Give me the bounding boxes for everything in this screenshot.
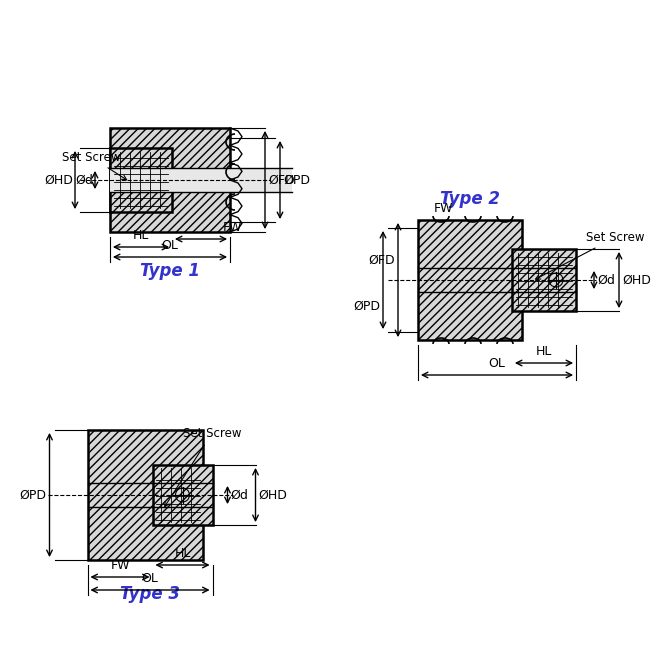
Text: FW: FW [434,202,454,215]
Bar [110,168,292,192]
Bar [512,249,576,311]
Text: ØHD: ØHD [622,273,651,287]
Text: FW: FW [222,221,242,234]
Text: ØHD: ØHD [259,488,287,502]
Bar [88,430,202,560]
Bar [110,128,230,232]
Text: ØFD: ØFD [268,174,295,186]
Text: Ød: Ød [597,273,615,287]
Text: Ød: Ød [75,174,93,186]
Bar [418,220,522,340]
Text: OL: OL [141,572,158,585]
Text: Type 2: Type 2 [440,190,500,208]
Text: Ød: Ød [230,488,249,502]
Text: HL: HL [174,547,191,560]
Text: Type 1: Type 1 [140,262,200,280]
Text: HL: HL [536,345,552,358]
Text: OL: OL [488,357,505,370]
Text: ØPD: ØPD [353,299,380,312]
Text: Set Screw: Set Screw [165,427,241,507]
Text: ØFD: ØFD [369,253,395,267]
Text: Set Screw: Set Screw [535,231,645,279]
Bar [153,465,212,525]
Text: ØHD: ØHD [44,174,73,186]
Text: FW: FW [111,559,130,572]
Text: OL: OL [161,239,178,252]
Bar [110,148,172,212]
Text: Type 3: Type 3 [120,585,180,603]
Text: ØPD: ØPD [283,174,310,186]
Text: Set Screw: Set Screw [62,151,127,180]
Text: ØPD: ØPD [19,488,46,502]
Text: HL: HL [133,229,149,242]
